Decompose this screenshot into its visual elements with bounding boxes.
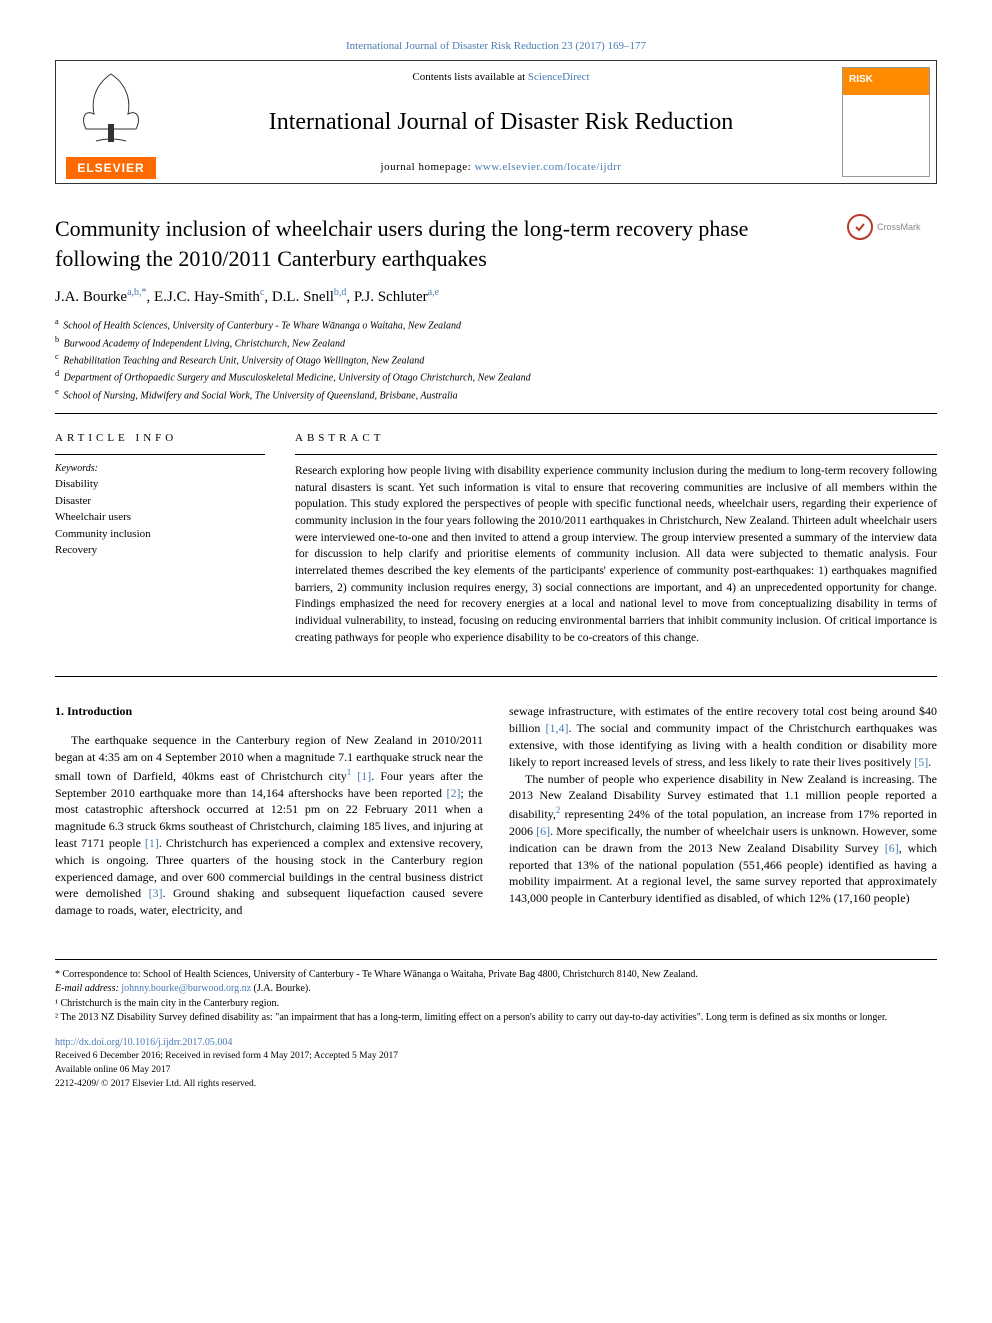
journal-header-block: ELSEVIER Contents lists available at Sci… bbox=[55, 60, 937, 184]
elsevier-column: ELSEVIER bbox=[56, 61, 166, 183]
correspondence-note: * Correspondence to: School of Health Sc… bbox=[55, 968, 937, 983]
article-title: Community inclusion of wheelchair users … bbox=[55, 214, 827, 273]
body-columns: 1. Introduction The earthquake sequence … bbox=[55, 703, 937, 919]
author: J.A. Bourkea,b,* bbox=[55, 289, 147, 305]
affiliation: b Burwood Academy of Independent Living,… bbox=[55, 334, 937, 351]
body-divider bbox=[55, 676, 937, 677]
keyword: Community inclusion bbox=[55, 526, 265, 543]
elsevier-logo: ELSEVIER bbox=[66, 157, 156, 179]
info-divider bbox=[55, 454, 265, 455]
journal-citation-header: International Journal of Disaster Risk R… bbox=[55, 40, 937, 52]
article-info-column: ARTICLE INFO Keywords: Disability Disast… bbox=[55, 432, 265, 646]
body-paragraph: The number of people who experience disa… bbox=[509, 771, 937, 907]
keywords-list: Disability Disaster Wheelchair users Com… bbox=[55, 476, 265, 559]
copyright-line: 2212-4209/ © 2017 Elsevier Ltd. All righ… bbox=[55, 1078, 937, 1092]
body-paragraph: The earthquake sequence in the Canterbur… bbox=[55, 732, 483, 919]
email-line: E-mail address: johnny.bourke@burwood.or… bbox=[55, 982, 937, 997]
author-list: J.A. Bourkea,b,*, E.J.C. Hay-Smithc, D.L… bbox=[55, 287, 937, 306]
crossmark-label: CrossMark bbox=[877, 222, 921, 232]
email-link[interactable]: johnny.bourke@burwood.org.nz bbox=[121, 983, 251, 994]
homepage-url-link[interactable]: www.elsevier.com/locate/ijdrr bbox=[474, 161, 621, 173]
abstract-text: Research exploring how people living wit… bbox=[295, 463, 937, 646]
received-dates: Received 6 December 2016; Received in re… bbox=[55, 1050, 937, 1064]
author: E.J.C. Hay-Smithc bbox=[154, 289, 264, 305]
affiliation: c Rehabilitation Teaching and Research U… bbox=[55, 351, 937, 368]
keyword: Recovery bbox=[55, 542, 265, 559]
section-divider bbox=[55, 413, 937, 414]
header-middle: Contents lists available at ScienceDirec… bbox=[166, 61, 836, 183]
abstract-heading: ABSTRACT bbox=[295, 432, 937, 444]
body-column-left: 1. Introduction The earthquake sequence … bbox=[55, 703, 483, 919]
footnote-1: ¹ Christchurch is the main city in the C… bbox=[55, 997, 937, 1012]
keyword: Wheelchair users bbox=[55, 509, 265, 526]
contents-line: Contents lists available at ScienceDirec… bbox=[186, 71, 816, 83]
author: D.L. Snellb,d bbox=[272, 289, 347, 305]
keywords-label: Keywords: bbox=[55, 463, 265, 474]
crossmark-icon bbox=[847, 214, 873, 240]
homepage-line: journal homepage: www.elsevier.com/locat… bbox=[186, 161, 816, 173]
doi-link[interactable]: http://dx.doi.org/10.1016/j.ijdrr.2017.0… bbox=[55, 1037, 232, 1048]
affiliations-list: a School of Health Sciences, University … bbox=[55, 316, 937, 403]
homepage-prefix: journal homepage: bbox=[381, 161, 475, 173]
abstract-column: ABSTRACT Research exploring how people l… bbox=[295, 432, 937, 646]
introduction-heading: 1. Introduction bbox=[55, 703, 483, 720]
author: P.J. Schlutera,e bbox=[354, 289, 439, 305]
journal-name: International Journal of Disaster Risk R… bbox=[186, 109, 816, 136]
sciencedirect-link[interactable]: ScienceDirect bbox=[528, 71, 590, 83]
affiliation: e School of Nursing, Midwifery and Socia… bbox=[55, 386, 937, 403]
crossmark-badge[interactable]: CrossMark bbox=[847, 214, 937, 240]
elsevier-tree-icon bbox=[76, 69, 146, 149]
online-date: Available online 06 May 2017 bbox=[55, 1064, 937, 1078]
keyword: Disaster bbox=[55, 493, 265, 510]
affiliation: a School of Health Sciences, University … bbox=[55, 316, 937, 333]
keyword: Disability bbox=[55, 476, 265, 493]
body-column-right: sewage infrastructure, with estimates of… bbox=[509, 703, 937, 919]
cover-column bbox=[836, 61, 936, 183]
article-info-heading: ARTICLE INFO bbox=[55, 432, 265, 444]
journal-cover-thumbnail bbox=[842, 67, 930, 177]
footnote-2: ² The 2013 NZ Disability Survey defined … bbox=[55, 1011, 937, 1026]
body-paragraph: sewage infrastructure, with estimates of… bbox=[509, 703, 937, 770]
affiliation: d Department of Orthopaedic Surgery and … bbox=[55, 368, 937, 385]
footer-block: * Correspondence to: School of Health Sc… bbox=[55, 959, 937, 1092]
abstract-divider bbox=[295, 454, 937, 455]
contents-prefix: Contents lists available at bbox=[412, 71, 527, 83]
